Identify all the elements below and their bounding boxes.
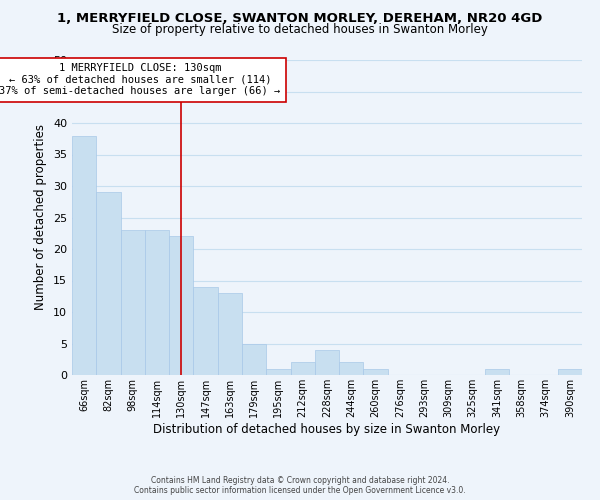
- Bar: [364, 368, 388, 375]
- Bar: [558, 368, 582, 375]
- X-axis label: Distribution of detached houses by size in Swanton Morley: Distribution of detached houses by size …: [154, 422, 500, 436]
- Bar: [266, 368, 290, 375]
- Y-axis label: Number of detached properties: Number of detached properties: [34, 124, 47, 310]
- Text: Contains HM Land Registry data © Crown copyright and database right 2024.
Contai: Contains HM Land Registry data © Crown c…: [134, 476, 466, 495]
- Bar: [339, 362, 364, 375]
- Bar: [290, 362, 315, 375]
- Bar: [145, 230, 169, 375]
- Text: 1 MERRYFIELD CLOSE: 130sqm
← 63% of detached houses are smaller (114)
37% of sem: 1 MERRYFIELD CLOSE: 130sqm ← 63% of deta…: [0, 63, 281, 96]
- Bar: [96, 192, 121, 375]
- Bar: [242, 344, 266, 375]
- Bar: [169, 236, 193, 375]
- Text: Size of property relative to detached houses in Swanton Morley: Size of property relative to detached ho…: [112, 22, 488, 36]
- Bar: [315, 350, 339, 375]
- Bar: [193, 287, 218, 375]
- Bar: [218, 293, 242, 375]
- Bar: [121, 230, 145, 375]
- Bar: [485, 368, 509, 375]
- Bar: [72, 136, 96, 375]
- Text: 1, MERRYFIELD CLOSE, SWANTON MORLEY, DEREHAM, NR20 4GD: 1, MERRYFIELD CLOSE, SWANTON MORLEY, DER…: [58, 12, 542, 26]
